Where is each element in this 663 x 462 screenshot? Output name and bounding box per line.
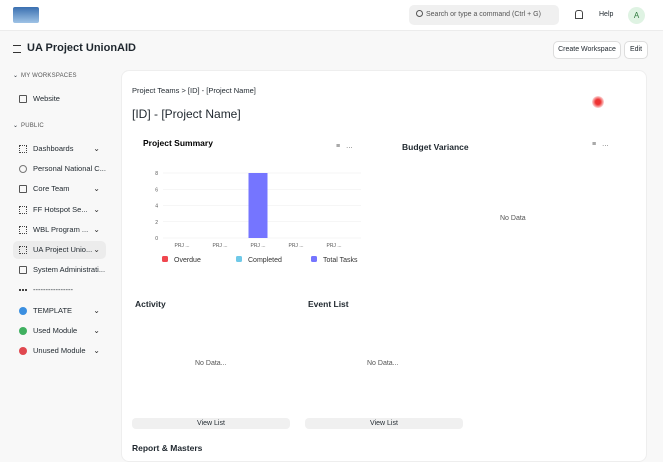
budget-title: Budget Variance: [402, 142, 469, 152]
item-icon: [19, 289, 27, 292]
sidebar-item[interactable]: Unused Module ⌄: [13, 342, 106, 360]
search-bar[interactable]: Search or type a command (Ctrl + G): [409, 5, 559, 25]
budget-empty: No Data: [500, 215, 526, 222]
sidebar-item[interactable]: System Administrati...: [13, 261, 106, 279]
bar: [248, 173, 268, 238]
chevron[interactable]: ⌄: [93, 325, 100, 335]
item-icon: [19, 165, 27, 174]
event-view-list[interactable]: View List: [305, 418, 463, 429]
item-icon: [19, 326, 27, 335]
sidebar-item[interactable]: Website: [13, 90, 106, 108]
item-icon: [19, 225, 27, 234]
sidebar-item[interactable]: FF Hotspot Se... ⌄: [13, 201, 106, 219]
sidebar-item[interactable]: Core Team ⌄: [13, 180, 106, 198]
activity-view-list[interactable]: View List: [132, 418, 290, 429]
sidebar-item[interactable]: Personal National C...: [13, 160, 106, 178]
avatar[interactable]: A: [628, 7, 645, 24]
y-tick-label: 2: [155, 220, 158, 226]
create-workspace-button[interactable]: Create Workspace: [553, 41, 621, 59]
item-icon: [19, 205, 27, 214]
item-icon: [19, 95, 27, 103]
help-menu[interactable]: Help: [599, 11, 614, 18]
chevron[interactable]: ⌄: [93, 224, 100, 234]
menu-icon[interactable]: [13, 45, 21, 53]
x-tick-label: PRJ ...: [326, 243, 341, 249]
y-tick-label: 0: [155, 236, 158, 242]
chart: Project Summary ≡ … 0 2 4 6 8 PRJ ... PRJ ... P…: [143, 138, 361, 264]
x-tick-label: PRJ ...: [288, 243, 303, 249]
chevron[interactable]: ⌄: [93, 184, 100, 194]
legend-swatch: [311, 256, 317, 262]
x-tick-label: PRJ ...: [174, 243, 189, 249]
next-section-title: Report & Masters: [132, 443, 203, 453]
cursor: [592, 96, 604, 108]
legend-label: Total Tasks: [323, 257, 358, 264]
y-tick-label: 4: [155, 204, 158, 210]
chevron[interactable]: ⌄: [93, 245, 100, 254]
sidebar-item[interactable]: Used Module ⌄: [13, 322, 106, 340]
chevron[interactable]: ⌄: [93, 144, 100, 153]
x-tick-label: PRJ ...: [250, 243, 265, 249]
chart-menu[interactable]: ≡ …: [336, 143, 353, 150]
event-list-title: Event List: [308, 299, 349, 309]
activity-title: Activity: [135, 299, 166, 309]
legend-swatch: [236, 256, 242, 262]
sidebar-item[interactable]: UA Project Unio... ⌄: [13, 241, 106, 259]
section-toggle[interactable]: ⌄: [13, 123, 19, 129]
item-icon: [19, 306, 27, 315]
x-tick-label: PRJ ...: [212, 243, 227, 249]
sidebar-item[interactable]: Dashboards ⌄: [13, 140, 106, 158]
item-icon: [19, 266, 27, 275]
chart-title: Project Summary: [143, 138, 213, 148]
chevron[interactable]: ⌄: [93, 204, 100, 214]
navbar: Search or type a command (Ctrl + G) Help…: [0, 0, 663, 31]
sidebar-item[interactable]: ----------------: [13, 281, 106, 299]
item-icon: [19, 246, 27, 254]
event-list-empty: No Data...: [367, 360, 399, 367]
activity-empty: No Data...: [195, 360, 227, 367]
item-icon: [19, 185, 27, 194]
sidebar-section-title: MY WORKSPACES: [21, 73, 77, 79]
breadcrumb[interactable]: Project Teams > [ID] - [Project Name]: [132, 86, 256, 95]
filter-button[interactable]: ≡ …: [592, 141, 609, 148]
legend-label: Overdue: [174, 257, 201, 264]
content-card: Project Teams > [ID] - [Project Name] [I…: [121, 70, 647, 462]
item-icon: [19, 145, 27, 153]
edit-button[interactable]: Edit: [624, 41, 648, 59]
sidebar-item[interactable]: WBL Program ... ⌄: [13, 221, 106, 239]
logo[interactable]: [13, 7, 39, 23]
legend-label: Completed: [248, 257, 282, 264]
section-toggle[interactable]: ⌄: [13, 73, 19, 79]
chevron[interactable]: ⌄: [93, 346, 100, 355]
legend-swatch: [162, 256, 168, 262]
chevron[interactable]: ⌄: [93, 305, 100, 315]
search-icon: [416, 10, 423, 17]
y-tick-label: 8: [155, 171, 158, 177]
sidebar-item[interactable]: TEMPLATE ⌄: [13, 302, 106, 320]
y-tick-label: 6: [155, 187, 158, 193]
workspace-title: UA Project UnionAID: [27, 42, 136, 54]
bell-icon[interactable]: [575, 10, 583, 19]
item-icon: [19, 347, 27, 355]
page-title: [ID] - [Project Name]: [132, 107, 241, 121]
sidebar-section-title: PUBLIC: [21, 123, 44, 129]
